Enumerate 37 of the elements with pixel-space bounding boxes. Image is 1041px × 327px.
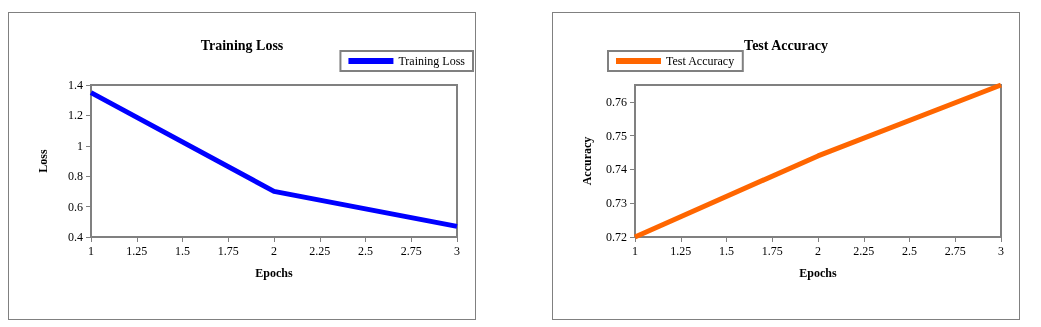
x-tick-label: 1.5 bbox=[175, 244, 190, 258]
x-tick-label: 2.5 bbox=[902, 244, 917, 258]
x-tick-label: 1.5 bbox=[719, 244, 734, 258]
y-tick-label: 0.75 bbox=[606, 128, 627, 143]
y-tick-label: 0.74 bbox=[606, 162, 627, 177]
y-tick-label: 0.8 bbox=[68, 169, 83, 184]
y-tick-label: 0.6 bbox=[68, 199, 83, 214]
x-tick-label: 1 bbox=[88, 244, 94, 258]
y-tick-label: 1.2 bbox=[68, 108, 83, 123]
x-tick-label: 2 bbox=[271, 244, 277, 258]
y-tick-label: 0.73 bbox=[606, 196, 627, 211]
chart-title: Test Accuracy bbox=[744, 37, 828, 53]
legend-label: Test Accuracy bbox=[666, 54, 735, 68]
y-tick-label: 0.72 bbox=[606, 230, 627, 244]
x-axis-title: Epochs bbox=[255, 266, 293, 280]
x-tick-label: 1.75 bbox=[217, 244, 239, 258]
y-tick-label: 0.4 bbox=[68, 230, 83, 244]
x-tick-label: 1.25 bbox=[126, 244, 148, 258]
y-tick-label: 1.4 bbox=[68, 78, 83, 92]
x-tick-label: 3 bbox=[998, 244, 1004, 258]
chart-title: Training Loss bbox=[200, 37, 284, 53]
x-tick-label: 2.75 bbox=[944, 244, 966, 258]
x-tick-label: 1 bbox=[632, 244, 638, 258]
x-tick-label: 2 bbox=[815, 244, 821, 258]
x-tick-label: 3 bbox=[454, 244, 460, 258]
x-tick-label: 2.5 bbox=[358, 244, 373, 258]
y-tick-label: 0.76 bbox=[606, 94, 627, 109]
x-axis-title: Epochs bbox=[799, 266, 837, 280]
legend-label: Training Loss bbox=[398, 54, 466, 68]
x-tick-label: 2.25 bbox=[853, 244, 875, 258]
x-tick-label: 2.25 bbox=[309, 244, 331, 258]
x-tick-label: 1.25 bbox=[670, 244, 692, 258]
x-tick-label: 2.75 bbox=[400, 244, 422, 258]
y-axis-title: Accuracy bbox=[580, 136, 594, 186]
y-axis-title: Loss bbox=[36, 149, 50, 173]
y-tick-label: 1 bbox=[77, 138, 83, 153]
x-tick-label: 1.75 bbox=[761, 244, 783, 258]
